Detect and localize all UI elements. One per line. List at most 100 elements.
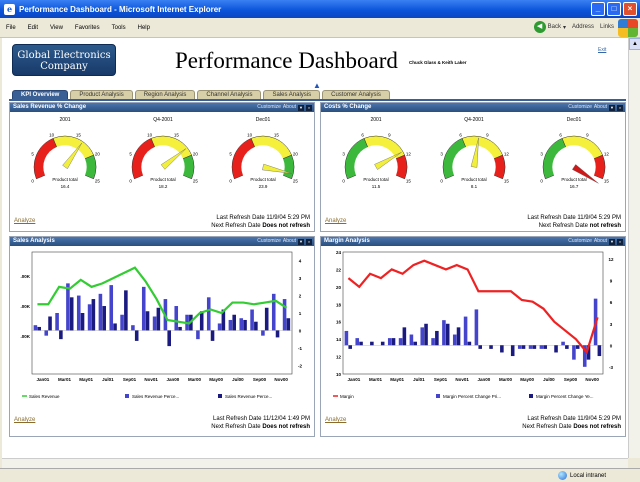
customize-link[interactable]: Customize (568, 104, 592, 110)
bar-series-2 (467, 341, 472, 346)
analyze-link[interactable]: Analyze (325, 218, 347, 224)
dropdown-icon[interactable]: ▼ (298, 239, 304, 245)
customize-link[interactable]: Customize (257, 104, 281, 110)
close-icon[interactable]: × (617, 105, 623, 111)
chevron-down-icon[interactable]: ▾ (562, 24, 566, 31)
bar-series-2 (391, 338, 396, 346)
menu-tools[interactable]: Tools (111, 24, 126, 31)
dropdown-icon[interactable]: ▼ (298, 105, 304, 111)
bar-series-2 (254, 321, 258, 331)
bar-series-1 (474, 309, 479, 346)
menu-favorites[interactable]: Favorites (74, 24, 100, 31)
company-logo: Global Electronics Company (12, 44, 116, 76)
back-button[interactable]: ◀ Back ▾ (533, 21, 566, 33)
customize-link[interactable]: Customize (257, 238, 281, 244)
tab-customer-analysis[interactable]: Customer Analysis (322, 90, 390, 99)
gauge-label: Q4-2001 (153, 117, 173, 123)
bar-series-1 (452, 334, 457, 346)
bar-series-2 (424, 323, 428, 346)
about-link[interactable]: About (282, 104, 296, 110)
legend-label: Margin Percent Change Ye... (536, 394, 594, 399)
last-refresh: Last Refresh Date 11/9/04 5:29 PM (527, 215, 621, 221)
bar-series-1 (55, 313, 59, 331)
scroll-up-icon[interactable]: ▲ (629, 38, 640, 50)
left-tick: 16 (336, 320, 342, 325)
vertical-scrollbar[interactable]: ▲ (628, 38, 640, 458)
right-tick: -3 (609, 365, 613, 370)
back-arrow-icon: ◀ (533, 21, 546, 33)
gauge-tick: 15 (604, 178, 610, 183)
x-tick: Jan01 (36, 377, 49, 382)
bar-series-2 (37, 326, 41, 331)
refresh-info: Last Refresh Date 11/9/04 5:29 PM Next R… (211, 214, 310, 230)
up-arrow-icon[interactable]: ▲ (313, 81, 321, 90)
analyze-link[interactable]: Analyze (14, 417, 36, 423)
gauge-tick: 25 (193, 178, 199, 183)
customize-link[interactable]: Customize (568, 238, 592, 244)
tab-product-analysis[interactable]: Product Analysis (70, 90, 133, 99)
gauge-needle (572, 164, 599, 184)
window-titlebar: e Performance Dashboard - Microsoft Inte… (0, 0, 640, 18)
menu-file[interactable]: File (6, 24, 16, 31)
about-link[interactable]: About (593, 238, 607, 244)
exit-link[interactable]: Exit (598, 47, 607, 53)
right-tick: 0 (299, 328, 302, 333)
bar-series-2 (348, 345, 352, 349)
tab-channel-analysis[interactable]: Channel Analysis (197, 90, 262, 99)
bar-series-1 (398, 338, 403, 346)
about-link[interactable]: About (593, 104, 607, 110)
analyze-link[interactable]: Analyze (14, 218, 36, 224)
close-button[interactable]: × (623, 2, 637, 16)
dropdown-icon[interactable]: ▼ (609, 239, 615, 245)
tab-region-analysis[interactable]: Region Analysis (134, 90, 196, 99)
tab-kpi-overview[interactable]: KPI Overview (12, 90, 69, 99)
left-tick: 24 (336, 250, 342, 255)
menu-view[interactable]: View (50, 24, 63, 31)
address-label[interactable]: Address (571, 24, 594, 30)
minimize-button[interactable]: _ (591, 2, 605, 16)
panel-title: Costs % Change (324, 104, 372, 110)
menu-edit[interactable]: Edit (27, 24, 39, 31)
refresh-info: Last Refresh Date 11/9/04 5:29 PM Next R… (527, 214, 621, 230)
gauge-tick: 12 (406, 152, 412, 157)
windows-logo-icon (618, 19, 638, 37)
x-tick: May00 (209, 377, 223, 382)
gauge-tick: 15 (504, 178, 510, 183)
gauge-tick: 3 (342, 152, 345, 157)
gauge-tick: 10 (247, 133, 253, 138)
close-icon[interactable]: × (617, 239, 623, 245)
tab-sales-analysis[interactable]: Sales Analysis (263, 90, 321, 99)
gauge-label: Dec01 (256, 117, 271, 123)
window-title: Performance Dashboard - Microsoft Intern… (19, 4, 222, 14)
gauge-value: 8.1 (471, 184, 478, 189)
links-label[interactable]: Links (599, 24, 614, 30)
bar-series-2 (500, 345, 504, 353)
bar-series-2 (69, 297, 74, 331)
close-icon[interactable]: × (306, 105, 312, 111)
panel-costs: Costs % Change Customize About ▼ × 2001 0… (320, 102, 626, 232)
about-link[interactable]: About (282, 238, 296, 244)
left-tick: 20 (336, 285, 342, 290)
gauge-tick: 10 (147, 133, 153, 138)
right-tick: 3 (610, 322, 613, 327)
bar-series-2 (597, 345, 602, 357)
x-tick: Sep01 (123, 377, 137, 382)
horizontal-scrollbar[interactable] (2, 458, 628, 468)
bar-series-2 (359, 341, 363, 346)
left-tick: 14 (336, 337, 342, 342)
menu-help[interactable]: Help (137, 24, 150, 31)
bar-series-1 (120, 314, 124, 331)
maximize-button[interactable]: □ (607, 2, 621, 16)
bar-series-2 (113, 323, 117, 331)
gauge-value: 16.7 (570, 184, 579, 189)
x-tick: Sep01 (434, 377, 448, 382)
legend-label: Sales Revenue (29, 394, 60, 399)
gauge-needle (160, 148, 187, 170)
bar-series-2 (413, 341, 417, 346)
analyze-link[interactable]: Analyze (325, 417, 347, 423)
close-icon[interactable]: × (306, 239, 312, 245)
bar-series-1 (152, 316, 157, 331)
dropdown-icon[interactable]: ▼ (609, 105, 615, 111)
bar-series-2 (210, 330, 215, 341)
gauge-tick: 0 (342, 178, 345, 183)
